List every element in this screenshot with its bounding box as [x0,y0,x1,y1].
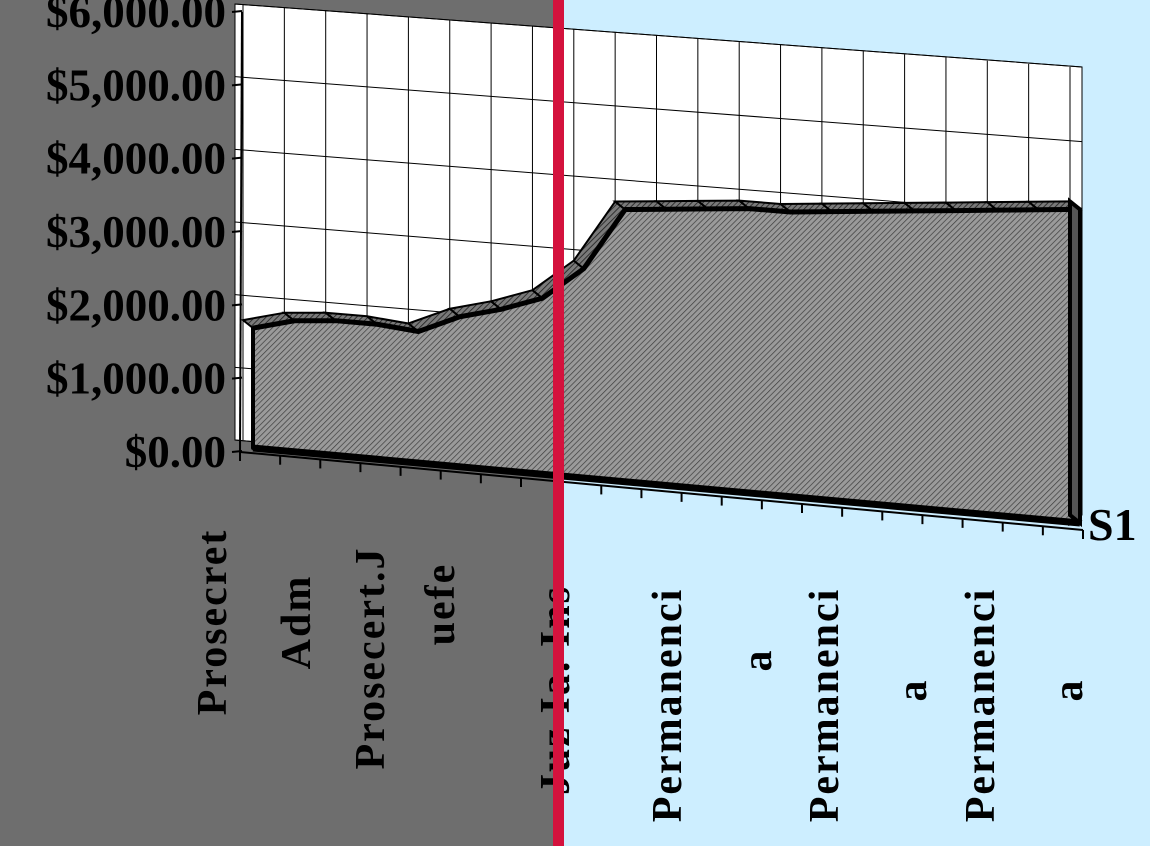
x-tick-label: Prosecret [190,529,236,716]
horizontal-gridline [234,3,1083,68]
x-tick-label: a [735,649,781,672]
series-axis-tick [1067,519,1083,526]
y-tick-label: $0.00 [125,427,226,477]
x-tick-label: Prosecert.J [348,547,394,770]
y-tick-mark [231,83,243,87]
area-top-line [252,206,1081,334]
y-tick-mark [231,450,243,453]
area-series-s1 [240,197,1083,528]
y-tick-label: $1,000.00 [46,354,226,404]
x-tick-label: Adm [274,575,320,670]
vertical-divider-line [553,0,564,846]
y-tick-label: $5,000.00 [46,60,226,110]
x-tick-label: a [890,679,936,702]
y-tick-label: $2,000.00 [46,280,226,330]
y-tick-mark [231,376,243,380]
x-tick-label: Permanenci [645,588,691,823]
series-label-s1: S1 [1088,499,1137,550]
x-axis-line [239,451,1084,531]
y-tick-label: $4,000.00 [46,134,226,184]
area-right-edge [1068,197,1082,528]
axes [231,10,1084,539]
y-tick-label: $6,000.00 [46,0,226,37]
horizontal-gridline [234,76,1083,143]
x-tick-label: uefe [418,563,464,646]
x-tick-label: a [1046,679,1092,702]
y-tick-mark [231,156,243,160]
y-tick-mark [231,303,243,307]
y-axis-tick-labels: $0.00 $1,000.00 $2,000.00 $3,000.00 $4,000.0… [46,0,226,477]
x-tick-label: Permanenci [958,588,1004,823]
series-axis-labels: S1 [1067,499,1137,550]
y-tick-mark [231,10,243,13]
x-tick-label: Permanenci [802,588,848,823]
area-bottom-edge [252,444,1081,527]
y-tick-mark [231,230,243,233]
y-tick-label: $3,000.00 [46,207,226,257]
